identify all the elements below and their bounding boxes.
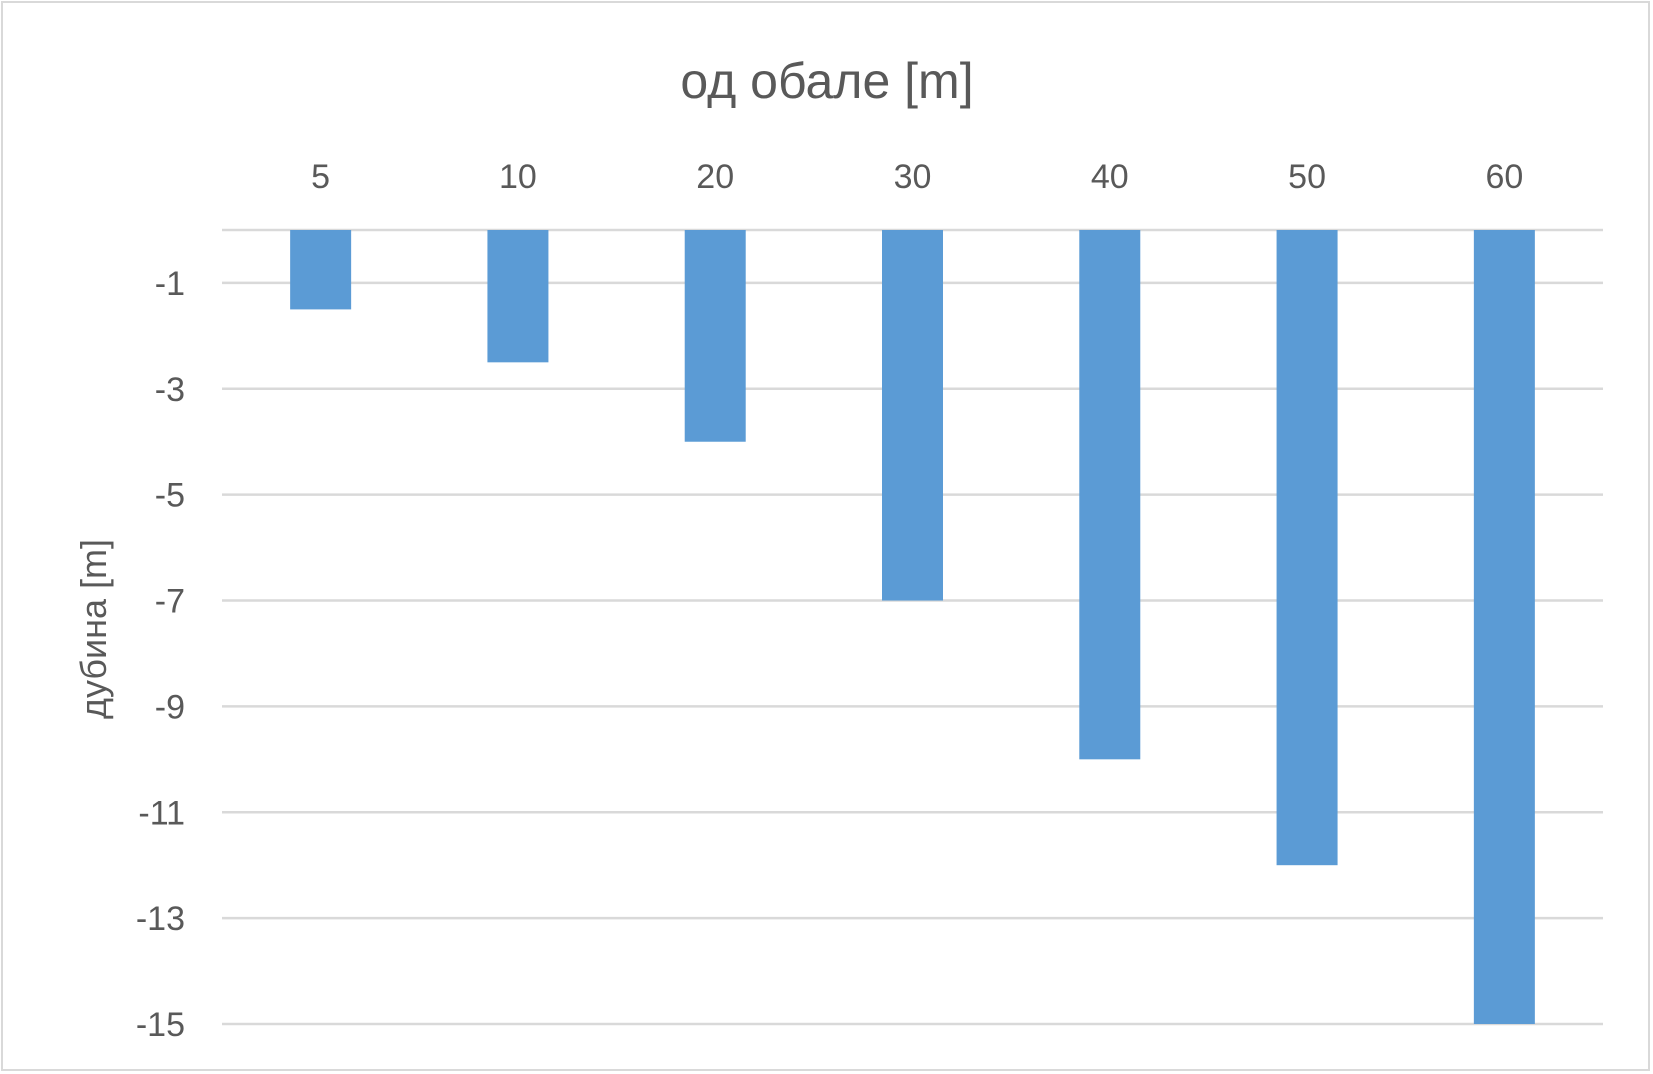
- y-tick-label: -9: [155, 688, 185, 726]
- y-axis-tick-labels: -1 -3 -5 -7 -9 -11 -13 -15: [136, 265, 185, 1044]
- bar: [1473, 230, 1535, 1024]
- x-tick-label: 50: [1288, 158, 1326, 196]
- y-axis-title: дубина [m]: [73, 539, 114, 719]
- x-axis-tick-labels: 5 10 20 30 40 50 60: [311, 158, 1523, 196]
- y-tick-label: -11: [138, 794, 185, 832]
- x-tick-label: 20: [696, 158, 734, 196]
- y-tick-label: -7: [155, 583, 185, 621]
- x-tick-label: 5: [311, 158, 330, 196]
- x-tick-label: 40: [1091, 158, 1129, 196]
- bar: [882, 230, 943, 601]
- x-tick-label: 30: [894, 158, 932, 196]
- y-tick-label: -5: [155, 477, 185, 515]
- x-tick-label: 60: [1485, 158, 1523, 196]
- y-tick-label: -3: [155, 371, 185, 409]
- y-tick-label: -13: [136, 900, 185, 938]
- y-tick-label: -15: [136, 1006, 185, 1044]
- bar: [684, 230, 746, 442]
- bar: [487, 230, 549, 363]
- bars: [290, 230, 1535, 1024]
- bar-chart: 5 10 20 30 40 50 60 -1 -3 -5 -7 -9 -11 -13 -15 од оба…: [73, 53, 1603, 1044]
- bar: [290, 230, 352, 310]
- x-tick-label: 10: [499, 158, 537, 196]
- bar: [1079, 230, 1141, 760]
- chart-title: од обале [m]: [680, 53, 973, 109]
- y-tick-label: -1: [155, 265, 185, 303]
- bar: [1276, 230, 1338, 866]
